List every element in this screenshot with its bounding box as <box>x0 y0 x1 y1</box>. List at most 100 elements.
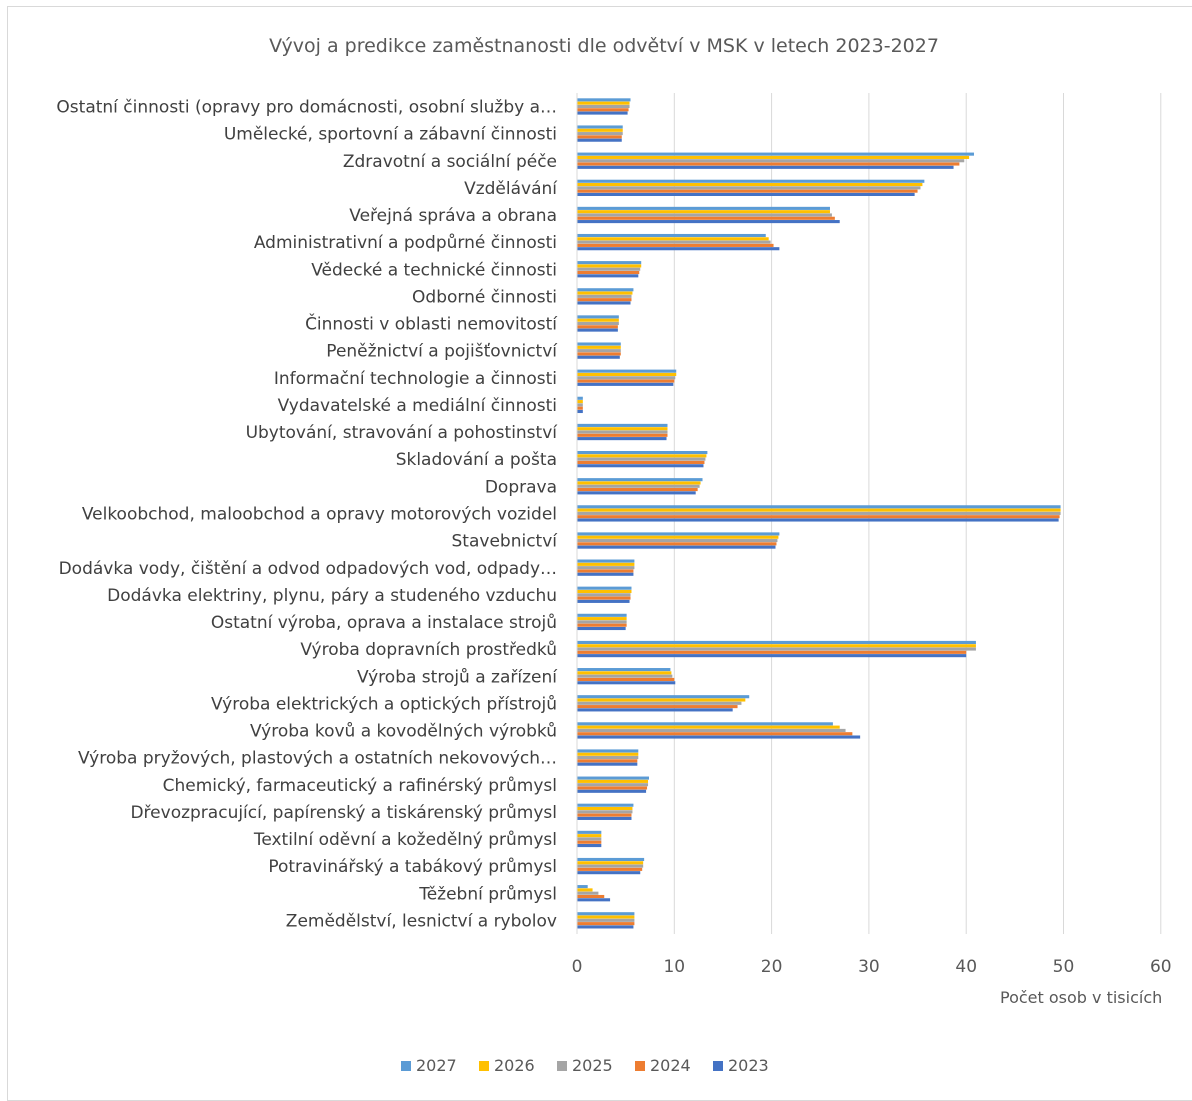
category-label: Výroba strojů a zařízení <box>357 667 558 687</box>
bar-2027-17 <box>577 559 635 563</box>
bar-2025-26 <box>577 810 633 814</box>
bar-2025-27 <box>577 837 602 841</box>
legend-swatch-2026 <box>479 1061 489 1071</box>
bar-2025-4 <box>577 213 832 217</box>
bar-2026-22 <box>577 698 746 702</box>
bar-2023-16 <box>577 545 776 549</box>
bar-2026-21 <box>577 671 672 675</box>
bar-2024-22 <box>577 705 738 709</box>
bar-2026-2 <box>577 155 970 159</box>
bar-2027-6 <box>577 261 642 265</box>
category-label: Dodávka vody, čištění a odvod odpadových… <box>59 559 557 579</box>
bar-2025-13 <box>577 457 706 461</box>
bar-2025-29 <box>577 891 599 895</box>
bar-2024-9 <box>577 352 621 356</box>
bar-2026-0 <box>577 101 630 105</box>
category-label: Výroba kovů a kovodělných výrobků <box>250 722 557 742</box>
category-label: Těžební průmysl <box>418 884 557 904</box>
bar-2024-0 <box>577 108 629 112</box>
legend-label: 2027 <box>416 1056 457 1075</box>
legend-label: 2023 <box>728 1056 769 1075</box>
bar-2023-12 <box>577 437 667 441</box>
bar-2027-18 <box>577 586 632 590</box>
bar-2024-26 <box>577 813 632 817</box>
bar-2024-27 <box>577 840 602 844</box>
category-label: Ostatní činnosti (opravy pro domácnosti,… <box>56 98 557 118</box>
bar-2025-23 <box>577 728 846 732</box>
bar-2024-17 <box>577 569 634 573</box>
bar-2025-20 <box>577 647 976 651</box>
bar-2027-2 <box>577 152 974 156</box>
bar-2025-3 <box>577 186 921 190</box>
bar-2026-6 <box>577 264 642 268</box>
bar-2024-11 <box>577 406 583 410</box>
bar-2024-23 <box>577 732 853 736</box>
legend-swatch-2023 <box>713 1061 723 1071</box>
bar-2026-14 <box>577 481 701 485</box>
legend-label: 2026 <box>494 1056 535 1075</box>
bars <box>576 93 1061 934</box>
bar-2027-10 <box>577 369 677 373</box>
bar-2025-18 <box>577 593 631 597</box>
x-tick-label: 40 <box>955 957 977 977</box>
category-label: Textilní oděvní a kožedělný průmysl <box>253 830 557 850</box>
bar-2023-1 <box>577 138 622 142</box>
bar-2024-19 <box>577 623 627 627</box>
bar-2023-5 <box>577 247 780 251</box>
bar-2024-10 <box>577 379 675 383</box>
x-tick-label: 0 <box>572 957 583 977</box>
bar-2027-29 <box>577 885 588 889</box>
bar-2025-7 <box>577 294 632 298</box>
bar-2027-8 <box>577 315 619 319</box>
bar-2025-11 <box>577 403 583 407</box>
bar-2023-23 <box>577 735 861 739</box>
bar-2024-3 <box>577 189 918 193</box>
x-tick-label: 60 <box>1150 957 1172 977</box>
bar-2024-29 <box>577 894 605 899</box>
bar-2024-13 <box>577 460 705 464</box>
bar-2023-2 <box>577 165 954 169</box>
bar-2023-22 <box>577 708 733 712</box>
bar-2025-6 <box>577 267 641 271</box>
bar-2027-16 <box>577 532 780 536</box>
bar-2027-12 <box>577 423 668 427</box>
bar-2026-7 <box>577 291 633 295</box>
bar-2027-28 <box>577 857 645 862</box>
bar-2027-24 <box>577 749 639 753</box>
bar-2023-13 <box>577 464 704 468</box>
category-label: Výroba pryžových, plastových a ostatních… <box>78 749 557 769</box>
bar-2024-16 <box>577 542 777 546</box>
bar-2024-18 <box>577 596 631 600</box>
bar-2025-2 <box>577 159 965 163</box>
bar-2026-3 <box>577 183 923 187</box>
bar-2024-25 <box>577 786 648 790</box>
bar-2027-3 <box>577 179 925 183</box>
bar-2025-14 <box>577 484 700 488</box>
category-label: Dřevozpracující, papírenský a tiskárensk… <box>130 803 557 823</box>
legend-swatch-2025 <box>557 1061 567 1071</box>
bar-2027-9 <box>577 342 621 346</box>
category-label: Peněžnictví a pojišťovnictví <box>326 342 558 362</box>
category-label: Činnosti v oblasti nemovitostí <box>305 313 558 335</box>
bar-2026-4 <box>577 210 830 214</box>
x-tick-labels: 0 10 20 30 40 50 60 <box>572 957 1172 977</box>
bar-2027-7 <box>577 288 634 292</box>
legend-label: 2024 <box>650 1056 691 1075</box>
bar-2023-29 <box>577 898 611 902</box>
category-label: Stavebnictví <box>452 532 559 552</box>
bar-2026-28 <box>577 861 644 865</box>
bar-2026-18 <box>577 589 632 594</box>
bar-2025-19 <box>577 620 627 624</box>
bar-2025-21 <box>577 674 673 678</box>
bar-2023-19 <box>577 626 626 631</box>
bar-2026-10 <box>577 372 677 377</box>
bar-2026-30 <box>577 915 635 919</box>
bar-2027-26 <box>577 803 634 807</box>
legend-label: 2025 <box>572 1056 613 1075</box>
category-label: Umělecké, sportovní a zábavní činnosti <box>224 125 557 145</box>
bar-2023-26 <box>577 816 632 820</box>
category-label: Odborné činnosti <box>412 287 557 307</box>
bar-2026-20 <box>577 644 976 648</box>
bar-2023-27 <box>577 843 602 848</box>
